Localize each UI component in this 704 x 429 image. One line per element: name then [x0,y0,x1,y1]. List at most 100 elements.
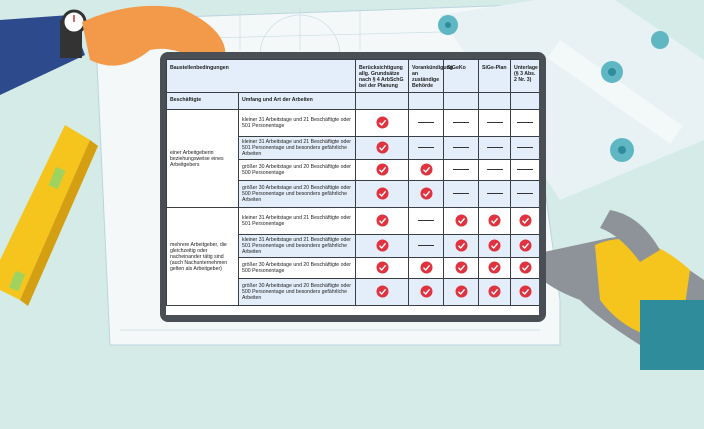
dash-icon [453,193,470,195]
check-icon [455,261,468,276]
tablet: Baustellenbedingungen Berücksichtigung al… [160,52,546,322]
header-cell: SiGeKo [443,59,480,93]
mark-cell [408,136,445,160]
row: größer 30 Arbeitstage und 20 Beschäftigt… [166,159,539,181]
check-icon [420,261,433,276]
dash-icon [453,122,470,124]
subheader-cell [408,92,445,110]
table: Baustellenbedingungen Berücksichtigung al… [166,59,539,306]
row: größer 30 Arbeitstage und 20 Beschäftigt… [166,257,539,279]
check-icon [455,239,468,254]
mark-cell [355,159,410,181]
mark-cell [443,136,480,160]
check-icon [376,141,389,156]
header-cell: Baustellenbedingungen [166,59,357,93]
mark-cell [355,207,410,235]
check-icon [420,187,433,202]
check-icon [455,214,468,229]
mark-cell [443,207,480,235]
screen: Baustellenbedingungen Berücksichtigung al… [166,59,539,315]
mark-cell [510,234,539,258]
mark-cell [408,278,445,306]
check-icon [420,163,433,178]
check-icon [488,239,501,254]
row-text: kleiner 31 Arbeitstage und 21 Beschäftig… [237,234,357,258]
dash-icon [517,169,534,171]
mark-cell [355,234,410,258]
mark-cell [408,234,445,258]
row-text: größer 30 Arbeitstage und 20 Beschäftigt… [237,257,357,279]
check-icon [376,214,389,229]
mark-cell [510,136,539,160]
dash-icon [486,193,503,195]
dash-icon [517,122,534,124]
header-cell: Unterlage (§ 3 Abs. 2 Nr. 3) [510,59,539,93]
row-text: größer 30 Arbeitstage und 20 Beschäftigt… [237,180,357,208]
dash-icon [418,122,435,124]
check-icon [376,285,389,300]
header-cell: Vorankündigung an zuständige Behörde [408,59,453,93]
mark-cell [443,257,480,279]
dash-icon [453,169,470,171]
mark-cell [510,278,539,306]
header-row: Baustellenbedingungen Berücksichtigung al… [166,59,539,93]
check-icon [376,116,389,131]
check-icon [488,214,501,229]
dash-icon [486,169,503,171]
row-text: kleiner 31 Arbeitstage und 21 Beschäftig… [237,109,357,137]
mark-cell [510,159,539,181]
check-icon [420,285,433,300]
mark-cell [355,180,410,208]
spirit-level [0,125,98,306]
mark-cell [408,180,445,208]
check-icon [488,261,501,276]
mark-cell [478,109,512,137]
mark-cell [510,109,539,137]
subheader-cell [355,92,410,110]
check-icon [376,261,389,276]
mark-cell [355,109,410,137]
header-cell: SiGe-Plan [478,59,512,93]
dash-icon [486,147,503,149]
subheader-cell [510,92,539,110]
mark-cell [443,109,480,137]
mark-cell [443,180,480,208]
mark-cell [478,136,512,160]
mark-cell [443,278,480,306]
mark-cell [510,180,539,208]
check-icon [488,285,501,300]
group-label: mehrere Arbeitgeber, die gleichzeitig od… [166,207,239,306]
dash-icon [418,245,435,247]
mark-cell [408,159,445,181]
dash-icon [486,122,503,124]
mark-cell [408,207,445,235]
mark-cell [478,159,512,181]
dash-icon [517,147,534,149]
right-hand [530,210,704,370]
check-icon [455,285,468,300]
row-text: größer 30 Arbeitstage und 20 Beschäftigt… [237,278,357,306]
row: größer 30 Arbeitstage und 20 Beschäftigt… [166,278,539,306]
row-text: kleiner 31 Arbeitstage und 21 Beschäftig… [237,207,357,235]
mark-cell [355,278,410,306]
left-hand [0,5,226,95]
mark-cell [355,136,410,160]
check-icon [519,214,532,229]
dash-icon [453,147,470,149]
row: kleiner 31 Arbeitstage und 21 Beschäftig… [166,136,539,160]
mark-cell [478,278,512,306]
subheader-cell: Beschäftigte [166,92,239,110]
check-icon [376,187,389,202]
row: einer Arbeitgeberin beziehungsweise eine… [166,109,539,208]
check-icon [519,285,532,300]
row-text: größer 30 Arbeitstage und 20 Beschäftigt… [237,159,357,181]
mark-cell [510,207,539,235]
mark-cell [478,257,512,279]
header-cell: Berücksichtigung allg. Grundsätze nach §… [355,59,410,93]
mark-cell [478,180,512,208]
check-icon [519,261,532,276]
mark-cell [408,109,445,137]
mark-cell [510,257,539,279]
mark-cell [355,257,410,279]
dash-icon [418,147,435,149]
